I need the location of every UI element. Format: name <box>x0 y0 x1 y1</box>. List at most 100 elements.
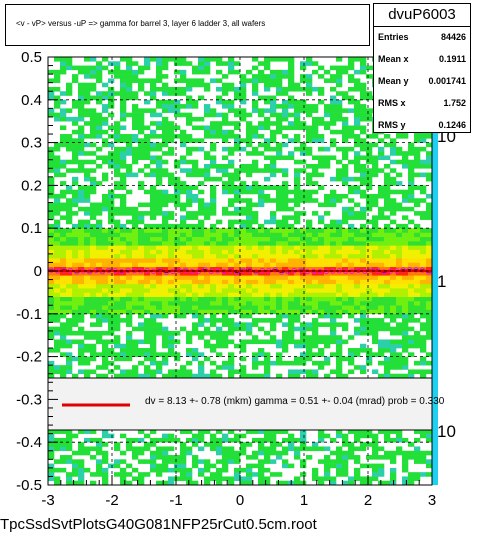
heatmap-cell <box>330 369 337 375</box>
heatmap-cell <box>60 305 67 310</box>
heatmap-cell <box>318 275 325 280</box>
heatmap-cell <box>402 189 409 195</box>
heatmap-cell <box>66 472 73 477</box>
heatmap-cell <box>282 309 289 315</box>
heatmap-cell <box>360 168 367 173</box>
heatmap-cell <box>60 330 67 336</box>
heatmap-cell <box>66 279 73 285</box>
heatmap-cell <box>204 104 211 109</box>
heatmap-cell <box>78 296 85 302</box>
heatmap-cell <box>204 172 211 178</box>
heatmap-cell <box>330 283 337 289</box>
heatmap-cell <box>426 271 433 276</box>
heatmap-cell <box>288 279 295 285</box>
heatmap-cell <box>312 155 319 161</box>
heatmap-cell <box>162 74 169 79</box>
heatmap-cell <box>258 189 265 195</box>
heatmap-cell <box>234 206 241 212</box>
heatmap-cell <box>66 236 73 242</box>
heatmap-cell <box>120 159 127 165</box>
heatmap-cell <box>240 189 247 195</box>
heatmap-cell <box>390 228 397 233</box>
heatmap-cell <box>66 185 73 190</box>
heatmap-cell <box>300 292 307 297</box>
heatmap-cell <box>180 266 187 272</box>
heatmap-cell <box>204 82 211 88</box>
heatmap-cell <box>222 262 229 268</box>
heatmap-cell <box>276 236 283 242</box>
heatmap-cell <box>90 159 97 165</box>
heatmap-cell <box>252 339 259 345</box>
heatmap-cell <box>54 330 61 336</box>
heatmap-cell <box>246 258 253 263</box>
heatmap-cell <box>210 446 217 452</box>
heatmap-cell <box>216 57 223 62</box>
heatmap-cell <box>48 296 55 302</box>
heatmap-cell <box>300 108 307 113</box>
heatmap-cell <box>150 459 157 464</box>
heatmap-cell <box>270 198 277 203</box>
heatmap-cell <box>420 296 427 302</box>
heatmap-cell <box>216 472 223 477</box>
heatmap-cell <box>150 245 157 250</box>
heatmap-cell <box>228 309 235 315</box>
heatmap-cell <box>354 433 361 439</box>
heatmap-cell <box>204 429 211 434</box>
heatmap-cell <box>342 65 349 71</box>
heatmap-cell <box>384 189 391 195</box>
heatmap-cell <box>60 57 67 62</box>
heatmap-cell <box>114 146 121 152</box>
heatmap-cell <box>168 467 175 473</box>
heatmap-cell <box>258 112 265 118</box>
heatmap-cell <box>90 95 97 101</box>
heatmap-cell <box>222 433 229 439</box>
heatmap-cell <box>180 275 187 280</box>
heatmap-cell <box>348 241 355 246</box>
heatmap-cell <box>162 151 169 156</box>
heatmap-cell <box>282 348 289 353</box>
heatmap-cell <box>186 266 193 272</box>
heatmap-cell <box>48 206 55 212</box>
heatmap-cell <box>420 228 427 233</box>
heatmap-cell <box>198 262 205 268</box>
heatmap-cell <box>168 86 175 92</box>
heatmap-cell <box>114 155 121 161</box>
heatmap-cell <box>114 335 121 340</box>
heatmap-cell <box>222 258 229 263</box>
heatmap-cell <box>366 326 373 332</box>
heatmap-cell <box>360 104 367 109</box>
heatmap-cell <box>294 181 301 186</box>
heatmap-cell <box>180 241 187 246</box>
heatmap-cell <box>372 258 379 263</box>
heatmap-cell <box>54 253 61 259</box>
heatmap-cell <box>228 99 235 105</box>
heatmap-cell <box>252 365 259 370</box>
heatmap-cell <box>408 455 415 460</box>
heatmap-cell <box>66 219 73 225</box>
heatmap-cell <box>354 348 361 353</box>
heatmap-cell <box>354 112 361 118</box>
heatmap-cell <box>372 172 379 178</box>
heatmap-cell <box>90 134 97 139</box>
heatmap-cell <box>60 309 67 315</box>
heatmap-cell <box>60 253 67 259</box>
heatmap-cell <box>402 326 409 332</box>
heatmap-cell <box>258 262 265 268</box>
heatmap-cell <box>162 450 169 456</box>
heatmap-cell <box>174 249 181 255</box>
heatmap-cell <box>420 459 427 464</box>
heatmap-cell <box>144 283 151 289</box>
heatmap-cell <box>138 253 145 259</box>
heatmap-cell <box>360 211 367 216</box>
heatmap-cell <box>294 211 301 216</box>
heatmap-cell <box>132 437 139 443</box>
heatmap-cell <box>372 198 379 203</box>
heatmap-cell <box>60 245 67 250</box>
heatmap-cell <box>186 275 193 280</box>
heatmap-cell <box>78 104 85 109</box>
heatmap-cell <box>114 446 121 452</box>
heatmap-cell <box>318 365 325 370</box>
heatmap-cell <box>60 241 67 246</box>
heatmap-cell <box>186 429 193 434</box>
heatmap-cell <box>300 74 307 79</box>
